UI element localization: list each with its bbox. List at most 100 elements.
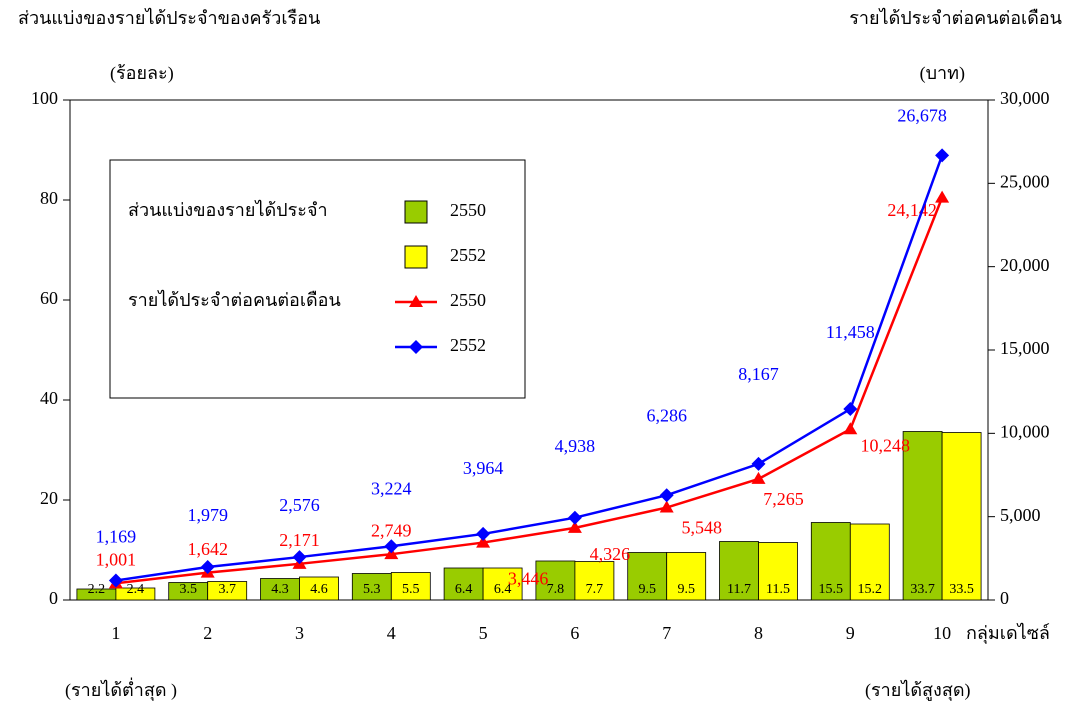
- legend-group: ส่วนแบ่งของรายได้ประจำ: [128, 199, 328, 220]
- y-axis-title: ส่วนแบ่งของรายได้ประจำของครัวเรือน: [18, 7, 320, 28]
- line-label: 2,749: [371, 520, 412, 540]
- x-tick-label: 5: [479, 623, 488, 643]
- x-tick-label: 9: [846, 623, 855, 643]
- bar: [574, 561, 615, 601]
- marker: [751, 456, 766, 471]
- marker: [476, 535, 491, 548]
- x-tick-label: 10: [933, 623, 951, 643]
- y2-tick-label: 0: [1000, 588, 1009, 608]
- bar: [627, 552, 668, 601]
- line-label: 24,142: [887, 200, 937, 220]
- line-label: 3,224: [371, 478, 412, 498]
- bar: [299, 576, 339, 601]
- y2-tick-label: 5,000: [1000, 505, 1041, 525]
- line-label: 2,576: [279, 495, 320, 515]
- bar-label: 11.5: [766, 582, 790, 597]
- x-tick-label: 3: [295, 623, 304, 643]
- y2-axis-title: รายได้ประจำต่อคนต่อเดือน: [849, 7, 1062, 28]
- marker: [200, 560, 215, 575]
- bar-label: 5.3: [363, 582, 381, 597]
- x-tick-label: 2: [203, 623, 212, 643]
- bar-label: 4.6: [310, 582, 328, 597]
- legend-label: 2550: [450, 200, 486, 220]
- legend-swatch: [404, 200, 428, 224]
- bar-label: 33.5: [949, 582, 974, 597]
- bar: [666, 552, 707, 601]
- bar: [902, 431, 943, 601]
- y-tick-label: 0: [49, 588, 58, 608]
- x-axis-title: กลุ่มเดไซล์: [966, 622, 1050, 644]
- line-label: 1,979: [187, 505, 228, 525]
- bar-label: 11.7: [727, 582, 751, 597]
- line-label: 11,458: [826, 322, 875, 342]
- marker: [108, 573, 123, 588]
- marker: [935, 190, 950, 203]
- y-tick-label: 100: [31, 88, 58, 108]
- x-tick-label: 8: [754, 623, 763, 643]
- bar: [390, 572, 431, 601]
- bar-label: 33.7: [910, 582, 935, 597]
- bar: [535, 560, 576, 601]
- y2-tick-label: 10,000: [1000, 421, 1050, 441]
- y2-tick-label: 20,000: [1000, 255, 1050, 275]
- line-label: 7,265: [763, 489, 804, 509]
- bar: [482, 567, 523, 601]
- line-label: 1,169: [96, 527, 137, 547]
- line-label: 2,171: [279, 530, 320, 550]
- marker: [843, 402, 858, 417]
- line-label: 8,167: [738, 364, 779, 384]
- marker: [935, 148, 950, 163]
- legend-label: 2550: [450, 290, 486, 310]
- y-tick-label: 20: [40, 488, 58, 508]
- line-label: 26,678: [897, 105, 947, 125]
- line: [115, 154, 944, 582]
- legend-group: รายได้ประจำต่อคนต่อเดือน: [128, 289, 341, 310]
- marker: [292, 550, 307, 565]
- marker: [476, 526, 491, 541]
- line-label: 1,642: [187, 539, 228, 559]
- x-tick-label: 1: [111, 623, 120, 643]
- y-tick-label: 60: [40, 288, 58, 308]
- legend-marker: [409, 295, 423, 307]
- bar: [810, 522, 851, 601]
- bar-label: 5.5: [402, 582, 420, 597]
- bar-label: 6.4: [455, 582, 473, 597]
- y2-tick-label: 25,000: [1000, 171, 1050, 191]
- y-axis-unit: (ร้อยละ): [110, 63, 174, 84]
- bar-label: 15.2: [858, 582, 883, 597]
- bar-label: 7.8: [547, 582, 565, 597]
- line-label: 3,446: [508, 569, 549, 589]
- x-tick-label: 7: [662, 623, 671, 643]
- legend-label: 2552: [450, 335, 486, 355]
- line-label: 4,326: [590, 544, 631, 564]
- bar-label: 2.2: [88, 582, 106, 597]
- bar: [849, 523, 890, 601]
- line-label: 10,248: [861, 435, 911, 455]
- marker: [567, 520, 582, 533]
- line-label: 5,548: [681, 518, 722, 538]
- line-label: 4,938: [555, 436, 596, 456]
- bar-label: 15.5: [819, 582, 844, 597]
- marker: [567, 510, 582, 525]
- bar: [351, 573, 392, 601]
- marker: [659, 488, 674, 503]
- marker: [843, 422, 858, 435]
- marker: [751, 471, 766, 484]
- x-note: (รายได้ต่ำสุด ): [65, 677, 177, 701]
- bar-label: 9.5: [677, 582, 695, 597]
- x-tick-label: 6: [570, 623, 579, 643]
- marker: [659, 500, 674, 513]
- y-tick-label: 40: [40, 388, 58, 408]
- line-label: 6,286: [646, 405, 687, 425]
- line: [115, 197, 944, 585]
- bar: [115, 587, 156, 601]
- y-tick-label: 80: [40, 188, 58, 208]
- y2-tick-label: 15,000: [1000, 338, 1050, 358]
- y2-axis-unit: (บาท): [920, 63, 965, 84]
- bar-label: 9.5: [638, 582, 656, 597]
- bar-label: 6.4: [494, 582, 512, 597]
- bar: [207, 581, 248, 601]
- legend-label: 2552: [450, 245, 486, 265]
- x-tick-label: 4: [387, 623, 396, 643]
